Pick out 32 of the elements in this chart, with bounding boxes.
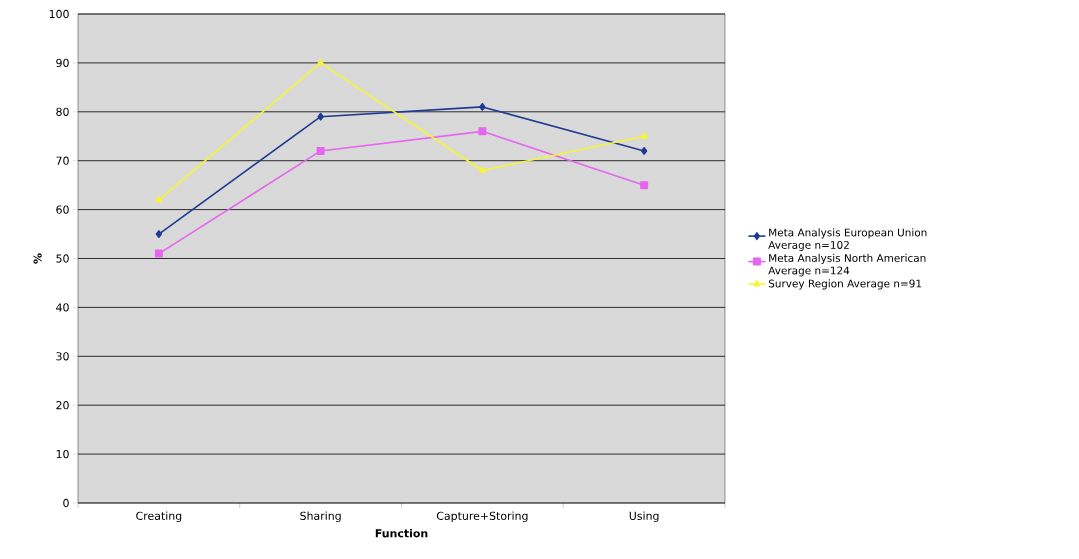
y-tick-label: 90 [56, 58, 69, 68]
y-tick-label: 50 [56, 254, 69, 263]
point [317, 112, 324, 121]
point [479, 102, 486, 111]
y-tick-label: 100 [49, 9, 69, 19]
y-tick-label: 30 [56, 352, 69, 361]
x-tick-label: Using [629, 511, 659, 523]
y-axis-title: % [33, 253, 42, 264]
legend-label: Survey Region Average n=91 [768, 279, 922, 290]
x-tick-label: Sharing [300, 511, 341, 523]
x-tick-label: Capture+Storing [436, 511, 528, 523]
point [640, 146, 648, 155]
point [478, 127, 487, 136]
point [317, 58, 325, 66]
point [155, 195, 163, 203]
legend-label: Meta Analysis European Union Average n=102 [768, 228, 927, 251]
y-tick-label: 20 [56, 401, 69, 410]
y-tick-label: 10 [56, 449, 69, 459]
y-tick-label: 0 [63, 498, 69, 508]
point [155, 230, 163, 239]
point [154, 249, 163, 258]
y-tick-label: 80 [56, 107, 69, 116]
point [640, 181, 649, 190]
y-tick-label: 70 [56, 156, 69, 165]
point [478, 166, 486, 173]
y-tick-label: 60 [56, 205, 69, 214]
y-tick-label: 40 [56, 303, 69, 312]
point [640, 132, 648, 139]
legend-label: Meta Analysis North American Average n=124 [768, 253, 926, 277]
x-axis-title: Function [375, 528, 428, 538]
x-tick-label: Creating [136, 511, 182, 523]
point [316, 146, 325, 155]
